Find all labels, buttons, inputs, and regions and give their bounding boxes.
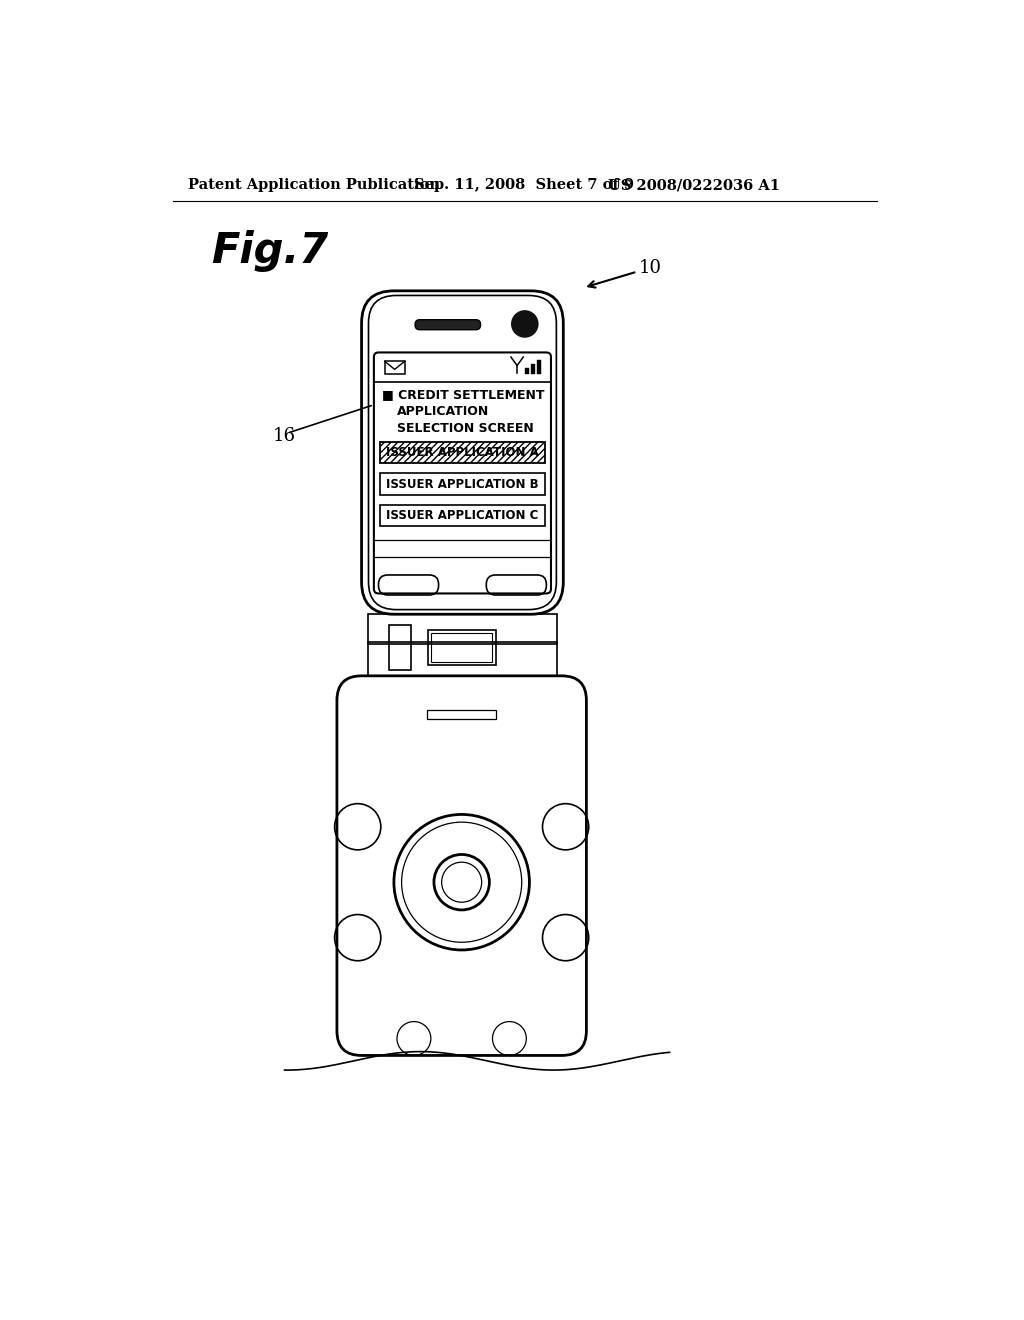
Bar xyxy=(368,614,557,676)
Bar xyxy=(385,360,404,374)
Bar xyxy=(427,710,497,719)
Text: APPLICATION: APPLICATION xyxy=(397,405,489,418)
Text: SELECTION SCREEN: SELECTION SCREEN xyxy=(397,422,534,434)
Bar xyxy=(428,630,496,665)
FancyBboxPatch shape xyxy=(415,319,480,330)
Bar xyxy=(389,626,411,669)
Text: ■ CREDIT SETTLEMENT: ■ CREDIT SETTLEMENT xyxy=(382,388,544,401)
Text: Fig.7: Fig.7 xyxy=(211,230,329,272)
Text: ISSUER APPLICATION A: ISSUER APPLICATION A xyxy=(386,446,539,459)
Circle shape xyxy=(512,312,538,337)
Text: Sep. 11, 2008  Sheet 7 of 9: Sep. 11, 2008 Sheet 7 of 9 xyxy=(414,178,634,193)
Bar xyxy=(431,632,493,663)
Bar xyxy=(538,360,541,374)
Text: 10: 10 xyxy=(639,259,662,277)
Bar xyxy=(380,506,545,527)
Text: ISSUER APPLICATION B: ISSUER APPLICATION B xyxy=(386,478,539,491)
Bar xyxy=(531,364,535,374)
Text: ISSUER APPLICATION C: ISSUER APPLICATION C xyxy=(386,510,539,523)
Text: 16: 16 xyxy=(273,426,296,445)
Text: US 2008/0222036 A1: US 2008/0222036 A1 xyxy=(608,178,780,193)
Bar xyxy=(380,474,545,495)
Bar xyxy=(380,442,545,463)
Text: Patent Application Publication: Patent Application Publication xyxy=(188,178,440,193)
Bar xyxy=(524,368,528,374)
